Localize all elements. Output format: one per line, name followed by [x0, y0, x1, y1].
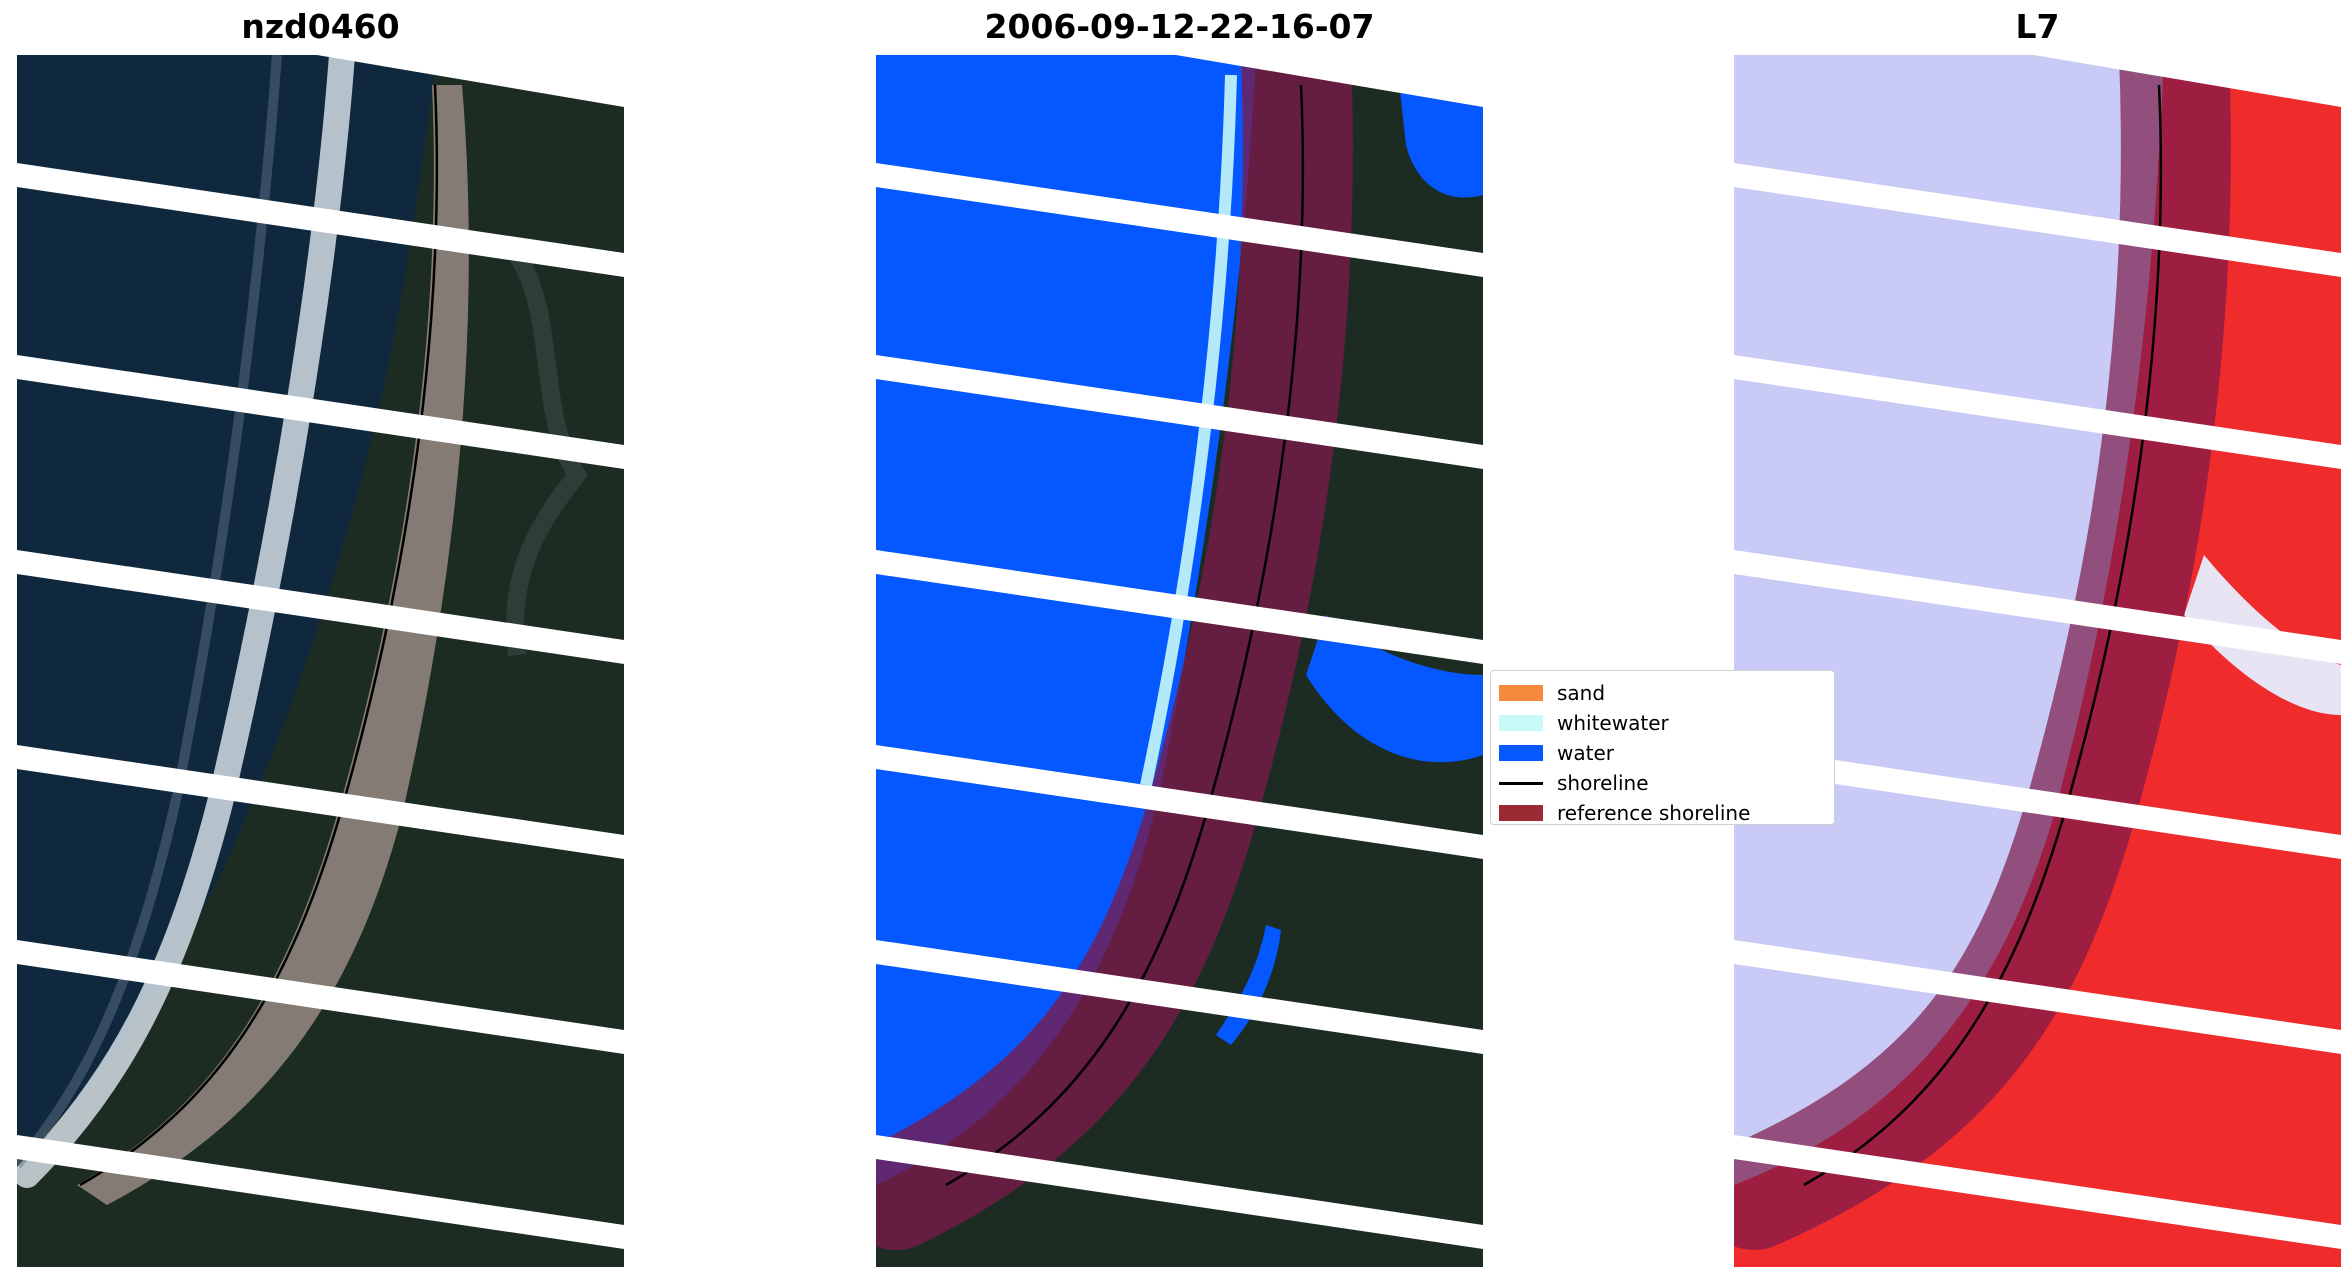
- legend-label: water: [1557, 741, 1614, 765]
- legend-label: whitewater: [1557, 711, 1669, 735]
- legend-item-sand: sand: [1491, 678, 1834, 708]
- wave-lines: [17, 55, 282, 1169]
- legend-item-shoreline: shoreline: [1491, 768, 1834, 798]
- legend-item-whitewater: whitewater: [1491, 708, 1834, 738]
- legend-item-water: water: [1491, 738, 1834, 768]
- nodata-stripes: [17, 55, 624, 1249]
- negative-index-area: [1734, 55, 2164, 1185]
- reference-shoreline-buffer: [876, 55, 1353, 1250]
- shoreline: [1803, 84, 2163, 1187]
- classified-image: [876, 55, 1483, 1267]
- rgb-image-panel: [17, 55, 624, 1267]
- legend: sand whitewater water shoreline referenc…: [1490, 670, 1835, 825]
- shoreline-swatch: [1499, 781, 1543, 785]
- shoreline: [79, 84, 439, 1187]
- title-classified-image: 2006-09-12-22-16-07: [984, 7, 1375, 46]
- legend-label: reference shoreline: [1557, 801, 1751, 825]
- whitewater-class: [1140, 74, 1237, 787]
- legend-item-reference-shoreline: reference shoreline: [1491, 798, 1834, 825]
- lagoon-channel: [506, 250, 589, 657]
- title-rgb-image: nzd0460: [241, 7, 400, 46]
- reference-shoreline-swatch: [1499, 805, 1543, 821]
- legend-label: sand: [1557, 681, 1606, 705]
- legend-label: shoreline: [1557, 771, 1649, 795]
- title-index-image: L7: [2015, 7, 2060, 46]
- classified-image-panel: [876, 55, 1483, 1267]
- shoreline: [945, 84, 1305, 1187]
- water-class-lagoon: [1306, 615, 1483, 763]
- water-class: [876, 55, 1256, 1185]
- rgb-image: [17, 55, 624, 1267]
- nodata-stripes: [1734, 55, 2341, 1249]
- nodata-stripes: [876, 55, 1483, 1249]
- vegetation-area: [17, 55, 624, 1267]
- index-image: [1734, 55, 2341, 1267]
- surf-zone: [17, 55, 355, 1188]
- whitewater-swatch: [1499, 715, 1543, 731]
- water-swatch: [1499, 745, 1543, 761]
- index-image-panel: [1734, 55, 2341, 1267]
- sand-swatch: [1499, 685, 1543, 701]
